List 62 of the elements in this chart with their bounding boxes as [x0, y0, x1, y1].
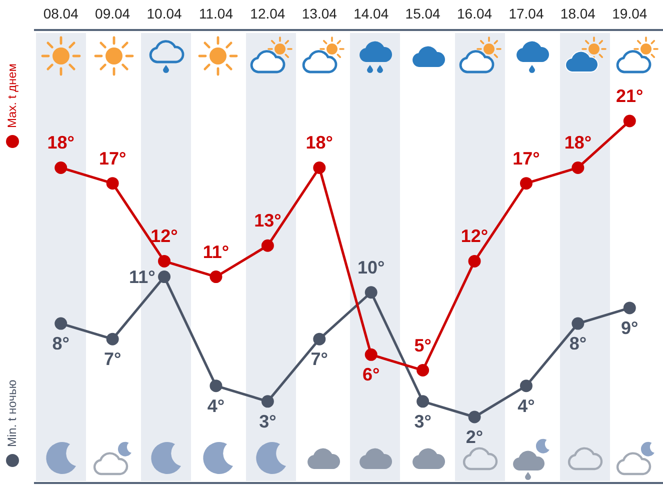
data-label: 11° [129, 266, 156, 287]
data-label: 12° [150, 226, 178, 246]
x-tick-label: 17.04 [508, 5, 544, 22]
x-tick-label: 09.04 [95, 5, 130, 22]
point [54, 317, 68, 330]
point [261, 239, 274, 252]
x-tick-label: 08.04 [43, 5, 79, 22]
data-label: 4° [207, 396, 225, 416]
point [364, 286, 378, 299]
x-tick-label: 14.04 [354, 5, 389, 22]
data-label: 3° [259, 411, 276, 432]
data-label: 4° [518, 396, 535, 416]
data-label: 8° [569, 334, 587, 354]
point [520, 380, 532, 392]
point [54, 161, 68, 174]
data-label: 18° [564, 132, 592, 153]
point [158, 270, 171, 284]
data-label: 10° [357, 257, 385, 278]
x-tick-label: 11.04 [198, 5, 234, 22]
data-label: 7° [310, 349, 328, 370]
data-label: 18° [306, 132, 334, 153]
point [210, 380, 222, 392]
point [623, 114, 636, 128]
point [520, 177, 532, 190]
point [158, 254, 171, 268]
point [261, 395, 274, 408]
point [106, 177, 119, 190]
data-label: 18° [47, 132, 74, 153]
point [364, 348, 378, 361]
point [623, 302, 636, 314]
text: Min. t ночью [4, 379, 20, 446]
point [416, 364, 430, 377]
point [468, 410, 481, 424]
data-label: 11° [202, 242, 230, 262]
point [572, 317, 584, 330]
data-label: 12° [460, 226, 488, 246]
x-tick-label: 15.04 [405, 5, 441, 22]
data-label: 17° [98, 148, 126, 168]
data-label: 17° [512, 148, 540, 168]
x-tick-label: 18.04 [560, 5, 596, 22]
x-tick-label: 16.04 [456, 5, 492, 22]
data-label: 2° [466, 427, 484, 447]
point [106, 332, 119, 346]
data-label: 9° [621, 318, 638, 338]
data-label: 13° [254, 210, 282, 231]
text: Max. t днем [4, 62, 20, 128]
point [313, 161, 326, 174]
data-label: 21° [616, 86, 644, 106]
data-label: 6° [362, 364, 380, 385]
point [210, 270, 222, 284]
x-tick-label: 19.04 [612, 5, 648, 22]
x-tick-label: 12.04 [250, 5, 286, 22]
x-tick-label: 10.04 [146, 5, 182, 22]
data-label: 3° [414, 411, 432, 432]
data-label: 5° [414, 335, 432, 356]
point [468, 254, 481, 268]
data-label: 8° [52, 334, 70, 354]
point [572, 161, 584, 174]
point [313, 332, 326, 346]
data-label: 7° [104, 349, 122, 370]
x-tick-label: 13.04 [302, 5, 338, 22]
point [416, 395, 430, 408]
